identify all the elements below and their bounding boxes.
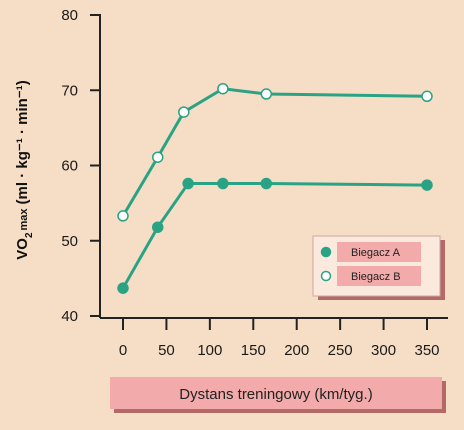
x-tick-label: 250 (328, 342, 353, 359)
data-point-1-2 (178, 106, 190, 118)
legend-a-marker (320, 246, 332, 258)
y-ticks: 40 50 60 70 80 (61, 7, 100, 325)
y-tick-label: 40 (61, 308, 78, 325)
data-point-1-0 (117, 210, 129, 222)
x-tick-label: 300 (371, 342, 396, 359)
data-point-0-1 (151, 221, 164, 233)
x-tick-label: 100 (197, 342, 222, 359)
data-point-1-5 (421, 90, 433, 103)
data-point-0-0 (117, 282, 129, 294)
x-tick-label: 0 (119, 342, 127, 359)
data-point-1-4 (260, 88, 273, 100)
y-axis-title-sub: 2 (24, 232, 35, 238)
y-tick-label: 50 (61, 233, 78, 250)
x-axis-title-panel: Dystans treningowy (km/tyg.) (110, 377, 446, 413)
x-axis-title: Dystans treningowy (km/tyg.) (179, 386, 372, 403)
legend-b-marker (320, 270, 332, 282)
x-tick-label: 150 (241, 342, 266, 359)
data-point-0-3 (217, 177, 229, 190)
y-axis-title-units: (ml · kg⁻¹ · min⁻¹) (14, 80, 31, 204)
data-point-1-3 (217, 82, 229, 95)
x-axis-title-box (110, 377, 442, 409)
x-tick-label: 50 (158, 342, 175, 359)
series-layer (117, 82, 433, 294)
data-point-0-5 (421, 179, 433, 191)
legend-b-label: Biegacz B (351, 271, 401, 283)
legend-b-label-bg (337, 266, 421, 286)
y-tick-label: 60 (61, 158, 78, 175)
legend: Biegacz A Biegacz B (312, 235, 445, 300)
legend-a-label-bg (337, 242, 421, 262)
y-axis-title: VO2max (ml · kg⁻¹ · min⁻¹) (14, 80, 35, 259)
y-tick-label: 80 (61, 7, 78, 24)
x-tick-label: 350 (414, 342, 439, 359)
series-line-0 (121, 182, 428, 289)
x-tick-label: 200 (284, 342, 309, 359)
data-point-0-4 (260, 177, 273, 190)
data-point-1-1 (151, 151, 164, 163)
data-point-0-2 (182, 177, 194, 190)
y-axis-title-prefix: VO (14, 238, 31, 260)
x-ticks: 0 50 100 150 200 250 300 350 (119, 318, 440, 359)
legend-a-label: Biegacz A (351, 247, 401, 259)
y-axis-title-suffix: max (18, 208, 30, 231)
series-line-1 (121, 87, 428, 217)
y-tick-label: 70 (61, 82, 78, 99)
